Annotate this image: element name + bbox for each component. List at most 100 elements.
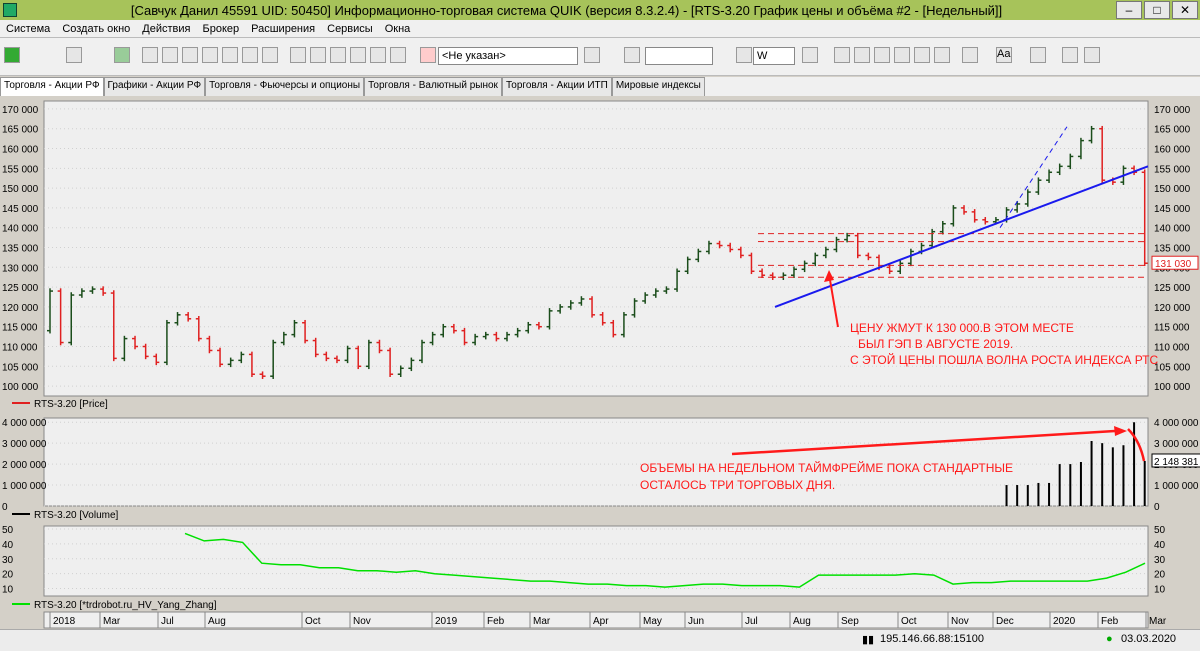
- chart-window: 100 000 100 000 105 000 105 000 110 000 110 0…: [0, 96, 1200, 629]
- take-profit-icon[interactable]: [370, 47, 386, 63]
- client-icon: [420, 47, 436, 63]
- portfolio-icon[interactable]: [222, 47, 238, 63]
- menu-windows[interactable]: Окна: [384, 22, 411, 35]
- hide-icon[interactable]: [1062, 47, 1078, 63]
- hand-icon[interactable]: [330, 47, 346, 63]
- tab-charts-stocks[interactable]: Графики - Акции РФ: [103, 77, 206, 96]
- maximize-button[interactable]: □: [1144, 1, 1170, 19]
- limits-icon[interactable]: [242, 47, 258, 63]
- volume-legend-label: RTS-3.20 [Volume]: [34, 510, 119, 521]
- tab-itp-stocks[interactable]: Торговля - Акции ИТП: [501, 77, 612, 96]
- pencil-icon[interactable]: [914, 47, 930, 63]
- hv-tick-label-right: 20: [1154, 570, 1166, 581]
- price-tick-label-right: 135 000: [1154, 244, 1191, 255]
- info-icon[interactable]: [290, 47, 306, 63]
- bar-chart-icon[interactable]: [736, 47, 752, 63]
- price-tick-label-left: 140 000: [2, 224, 39, 235]
- x-axis-label: May: [643, 616, 662, 627]
- text-icon[interactable]: [310, 47, 326, 63]
- hv-tick-label-left: 10: [2, 585, 14, 596]
- server-address: 195.146.66.88:15100: [880, 633, 984, 645]
- menu-actions[interactable]: Действия: [142, 22, 191, 35]
- price-tick-label-left: 165 000: [2, 125, 39, 136]
- price-tick-label-left: 150 000: [2, 184, 39, 195]
- price-tick-label-left: 130 000: [2, 263, 39, 274]
- volume-tick-label-left: 1 000 000: [2, 481, 47, 492]
- zoom-in-icon[interactable]: [854, 47, 870, 63]
- price-tick-label-right: 115 000: [1154, 323, 1190, 334]
- table-icon[interactable]: [142, 47, 158, 63]
- stop-icon[interactable]: [350, 47, 366, 63]
- chart-icon[interactable]: [262, 47, 278, 63]
- deals-icon[interactable]: [202, 47, 218, 63]
- price-tick-label-right: 165 000: [1154, 125, 1191, 136]
- x-axis-label: Nov: [951, 616, 969, 627]
- x-axis-label: Mar: [533, 616, 551, 627]
- close-button[interactable]: ✕: [1172, 1, 1198, 19]
- tab-trading-stocks[interactable]: Торговля - Акции РФ: [0, 77, 104, 96]
- user-icon[interactable]: [584, 47, 600, 63]
- volume-label-box: [1151, 453, 1200, 468]
- delete-drawings-icon[interactable]: [1084, 47, 1100, 63]
- x-axis-label: Feb: [1101, 616, 1119, 627]
- price-tick-label-left: 105 000: [2, 362, 39, 373]
- pan-hand-icon[interactable]: [934, 47, 950, 63]
- x-axis-label: Nov: [353, 616, 371, 627]
- search-icon[interactable]: [624, 47, 640, 63]
- annotation-arrow-1: [828, 273, 839, 328]
- connection-icon: ▮▮: [862, 634, 875, 646]
- line-tool-icon[interactable]: [962, 47, 978, 63]
- minimize-button[interactable]: –: [1116, 1, 1142, 19]
- interval-select[interactable]: W: [753, 47, 795, 65]
- annotation-text-2-line: ОСТАЛОСЬ ТРИ ТОРГОВЫХ ДНЯ.: [640, 478, 835, 492]
- arrow-tool-icon[interactable]: [66, 47, 82, 63]
- volume-tick-label-left: 3 000 000: [2, 439, 47, 450]
- annotation-curve-2: [1127, 428, 1146, 462]
- quik-logo-icon: [3, 3, 17, 17]
- menu-extensions[interactable]: Расширения: [251, 22, 316, 35]
- search-input[interactable]: [645, 47, 713, 65]
- annotation-text-2-line: ОБЪЕМЫ НА НЕДЕЛЬНОМ ТАЙМФРЕЙМЕ ПОКА СТАН…: [640, 460, 1013, 475]
- ruler-icon[interactable]: [894, 47, 910, 63]
- hv-tick-label-left: 40: [2, 540, 14, 551]
- price-tick-label-left: 100 000: [2, 382, 39, 393]
- x-axis-label: Feb: [487, 616, 505, 627]
- x-axis-label: Oct: [305, 616, 321, 627]
- trend-line: [774, 165, 1149, 308]
- tab-world-indices[interactable]: Мировые индексы: [611, 77, 705, 96]
- orders-icon[interactable]: [182, 47, 198, 63]
- menu-create-window[interactable]: Создать окно: [62, 22, 131, 35]
- annotation-text-1-line: С ЭТОЙ ЦЕНЫ ПОШЛА ВОЛНА РОСТА ИНДЕКСА РТ…: [850, 352, 1158, 367]
- volume-last-label: 2 148 381: [1154, 457, 1199, 468]
- flag-icon[interactable]: [1030, 47, 1046, 63]
- menu-bar: Система Создать окно Действия Брокер Рас…: [0, 20, 1200, 38]
- connected-status-icon: ●: [1106, 633, 1113, 645]
- add-icon[interactable]: [114, 47, 130, 63]
- chart-window-icon[interactable]: [4, 47, 20, 63]
- price-tick-label-left: 155 000: [2, 164, 39, 175]
- menu-broker[interactable]: Брокер: [202, 22, 240, 35]
- price-tick-label-right: 110 000: [1154, 343, 1190, 354]
- x-axis-label: Aug: [793, 616, 811, 627]
- move-icon[interactable]: [834, 47, 850, 63]
- font-button[interactable]: Aa: [996, 47, 1012, 63]
- tab-futures-options[interactable]: Торговля - Фьючерсы и опционы: [205, 77, 365, 96]
- volume-panel: [43, 417, 1149, 507]
- crosshair-icon[interactable]: [802, 47, 818, 63]
- status-bar: ▮▮ 195.146.66.88:15100 ● 03.03.2020: [0, 629, 1200, 651]
- status-date: 03.03.2020: [1121, 633, 1177, 645]
- x-axis-label: Jul: [161, 616, 174, 627]
- quotes-icon[interactable]: [162, 47, 178, 63]
- account-select[interactable]: <Не указан>: [438, 47, 578, 65]
- tab-fx-market[interactable]: Торговля - Валютный рынок: [364, 77, 502, 96]
- zoom-out-icon[interactable]: [874, 47, 890, 63]
- alert-icon[interactable]: [390, 47, 406, 63]
- x-axis-label: 2020: [1053, 616, 1076, 627]
- rts-chart[interactable]: 100 000 100 000 105 000 105 000 110 000 110 0…: [0, 96, 1200, 629]
- menu-system[interactable]: Система: [6, 22, 51, 35]
- menu-services[interactable]: Сервисы: [327, 22, 373, 35]
- hv-line: [184, 532, 1146, 588]
- annotation-text-1-line: БЫЛ ГЭП В АВГУСТЕ 2019.: [858, 337, 1013, 351]
- price-tick-label-left: 115 000: [2, 323, 38, 334]
- price-tick-label-right: 125 000: [1154, 283, 1191, 294]
